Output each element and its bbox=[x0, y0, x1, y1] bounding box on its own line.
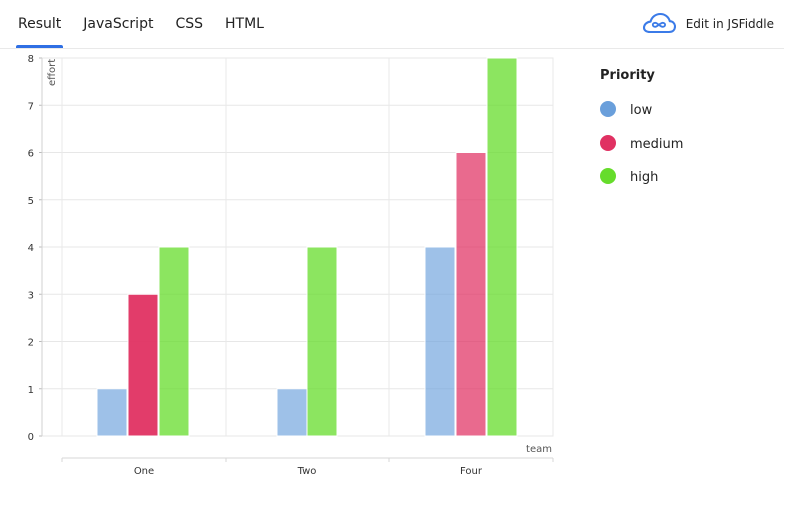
tab-bar: Result JavaScript CSS HTML bbox=[16, 0, 266, 48]
bar-medium-four bbox=[455, 152, 487, 437]
bar-chart: 0 1 2 3 4 5 6 7 8 One Two Four effort team Priority lo… bbox=[28, 54, 684, 477]
y-tick-label: 8 bbox=[28, 54, 34, 65]
y-tick-label: 3 bbox=[28, 290, 34, 301]
x-tick-label: Two bbox=[297, 466, 317, 477]
tab-css[interactable]: CSS bbox=[175, 16, 204, 32]
chart-area: 0 1 2 3 4 5 6 7 8 One Two Four effort team Priority lo… bbox=[0, 48, 806, 505]
legend-swatch-low bbox=[600, 101, 616, 117]
edit-in-jsfiddle-label: Edit in JSFiddle bbox=[685, 17, 774, 31]
bar-low-two bbox=[276, 388, 308, 437]
tab-javascript[interactable]: JavaScript bbox=[83, 16, 154, 32]
bar-high-one bbox=[158, 246, 190, 437]
y-tick-label: 6 bbox=[28, 149, 34, 160]
tab-html[interactable]: HTML bbox=[225, 16, 264, 32]
bar-low-one bbox=[96, 388, 128, 437]
legend-label-low: low bbox=[630, 103, 653, 118]
bar-medium-one bbox=[127, 293, 159, 437]
x-tick-label: One bbox=[134, 466, 154, 477]
x-axis-title: team bbox=[526, 444, 552, 455]
cloud-icon bbox=[642, 12, 676, 34]
y-tick-label: 4 bbox=[28, 243, 34, 254]
y-tick-label: 7 bbox=[28, 101, 34, 112]
y-tick-label: 0 bbox=[28, 432, 34, 443]
legend-title: Priority bbox=[600, 68, 655, 83]
tab-result[interactable]: Result bbox=[16, 0, 64, 48]
edit-in-jsfiddle-link[interactable]: Edit in JSFiddle bbox=[642, 0, 774, 48]
legend-swatch-medium bbox=[600, 135, 616, 151]
y-tick-label: 5 bbox=[28, 196, 34, 207]
legend-swatch-high bbox=[600, 168, 616, 184]
y-axis-title: effort bbox=[47, 59, 58, 86]
bar-high-four bbox=[486, 57, 518, 437]
chart-legend: Priority low medium high bbox=[600, 68, 683, 185]
chart-axes: 0 1 2 3 4 5 6 7 8 One Two Four effort team bbox=[28, 54, 554, 477]
y-tick-label: 1 bbox=[28, 385, 34, 396]
chart-bars bbox=[96, 57, 518, 437]
bar-high-two bbox=[306, 246, 338, 437]
x-tick-label: Four bbox=[460, 466, 483, 477]
y-tick-label: 2 bbox=[28, 338, 34, 349]
legend-label-medium: medium bbox=[630, 137, 683, 152]
jsfiddle-toolbar: Result JavaScript CSS HTML Edit in JSFid… bbox=[0, 0, 784, 49]
legend-label-high: high bbox=[630, 170, 658, 185]
bar-low-four bbox=[424, 246, 456, 437]
